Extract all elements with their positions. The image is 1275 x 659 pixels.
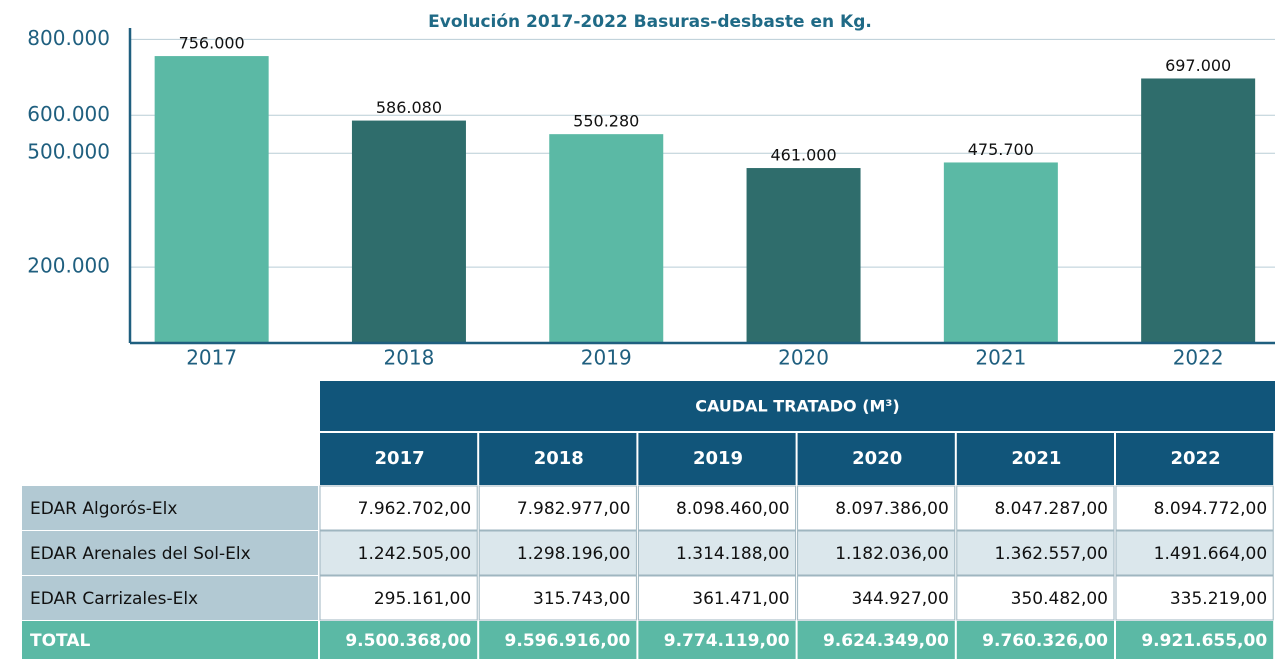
cell xyxy=(797,530,956,576)
cell-value: 1.362.557,00 xyxy=(994,544,1108,564)
cell-value: 1.491.664,00 xyxy=(1154,544,1268,564)
bar xyxy=(154,56,269,343)
column-header: 2022 xyxy=(1171,448,1221,469)
cell xyxy=(479,621,637,659)
cell-value: 7.982.977,00 xyxy=(517,499,631,519)
cell-value: 315.743,00 xyxy=(533,589,630,609)
cell-value: 9.921.655,00 xyxy=(1141,631,1267,651)
x-tick-label: 2020 xyxy=(778,346,829,370)
cell-value: 7.962.702,00 xyxy=(358,499,472,519)
x-tick-label: 2017 xyxy=(186,346,237,370)
cell xyxy=(637,530,797,576)
cell-value: 8.098.460,00 xyxy=(676,499,790,519)
cell-value: 9.760.326,00 xyxy=(982,631,1108,651)
cell-value: 8.097.386,00 xyxy=(835,499,949,519)
cell xyxy=(319,485,478,531)
data-label: 697.000 xyxy=(1165,56,1231,75)
cell xyxy=(637,575,797,621)
cell xyxy=(956,621,1114,659)
row-label: EDAR Arenales del Sol-Elx xyxy=(30,544,251,564)
cell-value: 350.482,00 xyxy=(1011,589,1108,609)
y-tick-label: 800.000 xyxy=(27,26,110,50)
cell xyxy=(1116,621,1274,659)
column-header-cell xyxy=(479,433,637,485)
column-header: 2019 xyxy=(693,448,743,469)
bar xyxy=(549,134,664,343)
cell xyxy=(797,485,956,531)
column-header-cell xyxy=(320,433,478,485)
row-label-cell xyxy=(22,486,318,530)
cell-value: 361.471,00 xyxy=(692,589,789,609)
x-tick-label: 2022 xyxy=(1173,346,1224,370)
column-header-cell xyxy=(797,433,955,485)
cell xyxy=(956,485,1115,531)
table-title-cell xyxy=(320,381,1275,431)
row-label-cell xyxy=(22,531,318,575)
data-label: 475.700 xyxy=(968,140,1034,159)
bar xyxy=(943,162,1058,343)
cell-value: 344.927,00 xyxy=(851,589,948,609)
x-tick-label: 2021 xyxy=(975,346,1026,370)
cell-value: 8.094.772,00 xyxy=(1154,499,1268,519)
data-label: 586.080 xyxy=(376,98,442,117)
y-tick-label: 500.000 xyxy=(27,140,110,164)
column-header: 2018 xyxy=(534,448,584,469)
row-label-cell xyxy=(22,621,318,659)
cell-value: 335.219,00 xyxy=(1170,589,1267,609)
cell-value: 9.624.349,00 xyxy=(823,631,949,651)
cell xyxy=(319,575,478,621)
cell xyxy=(319,530,478,576)
y-tick-label: 200.000 xyxy=(27,254,110,278)
cell-value: 9.500.368,00 xyxy=(345,631,471,651)
cell-value: 8.047.287,00 xyxy=(994,499,1108,519)
cell xyxy=(478,530,637,576)
x-tick-label: 2019 xyxy=(581,346,632,370)
cell xyxy=(797,575,956,621)
cell xyxy=(1115,575,1274,621)
y-tick-label: 600.000 xyxy=(27,102,110,126)
bar xyxy=(746,168,861,343)
column-header: 2020 xyxy=(852,448,902,469)
cell xyxy=(1115,530,1274,576)
cell xyxy=(956,575,1115,621)
column-header-cell xyxy=(1116,433,1274,485)
cell xyxy=(478,575,637,621)
data-label: 756.000 xyxy=(179,34,245,53)
column-header-cell xyxy=(638,433,796,485)
cell-value: 9.774.119,00 xyxy=(664,631,790,651)
cell xyxy=(320,621,478,659)
x-tick-label: 2018 xyxy=(383,346,434,370)
data-label: 461.000 xyxy=(770,146,836,165)
row-label: TOTAL xyxy=(30,631,90,651)
cell-value: 1.182.036,00 xyxy=(835,544,949,564)
chart-title: Evolución 2017-2022 Basuras-desbaste en … xyxy=(428,12,872,32)
column-header: 2021 xyxy=(1011,448,1061,469)
table-title: CAUDAL TRATADO (M³) xyxy=(695,397,900,416)
cell-value: 1.242.505,00 xyxy=(358,544,472,564)
cell xyxy=(1115,485,1274,531)
row-label-cell xyxy=(22,576,318,620)
row-label: EDAR Algorós-Elx xyxy=(30,499,177,519)
cell-value: 1.298.196,00 xyxy=(517,544,631,564)
cell xyxy=(956,530,1115,576)
cell-value: 1.314.188,00 xyxy=(676,544,790,564)
cell-value: 295.161,00 xyxy=(374,589,471,609)
cell xyxy=(637,485,797,531)
row-label: EDAR Carrizales-Elx xyxy=(30,589,198,609)
cell xyxy=(797,621,955,659)
bar xyxy=(1141,78,1256,344)
column-header: 2017 xyxy=(375,448,425,469)
cell xyxy=(638,621,796,659)
bar xyxy=(351,120,466,343)
data-label: 550.280 xyxy=(573,112,639,131)
cell xyxy=(478,485,637,531)
cell-value: 9.596.916,00 xyxy=(505,631,631,651)
column-header-cell xyxy=(956,433,1114,485)
